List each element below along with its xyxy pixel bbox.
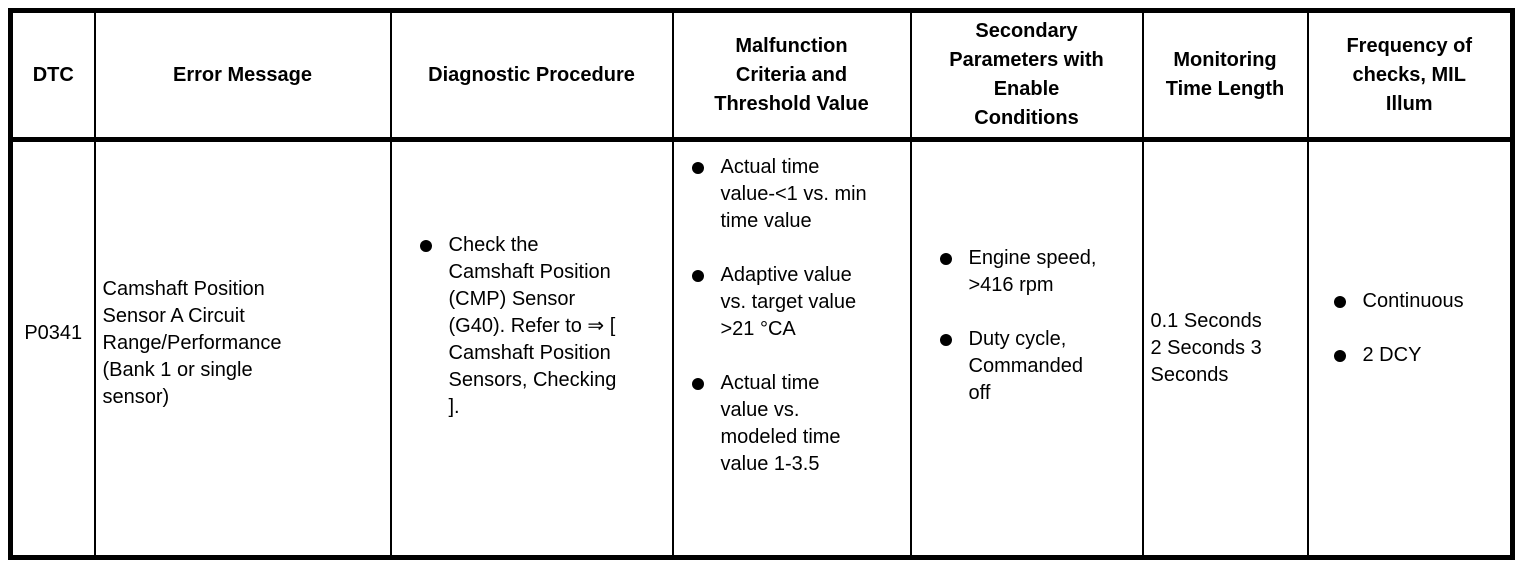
cell-malfunction-criteria: Actual time value-<1 vs. min time value A…: [671, 138, 912, 559]
list-item: Check the Camshaft Position (CMP) Sensor…: [419, 232, 672, 421]
col-header-malfunction-criteria: Malfunction Criteria and Threshold Value: [671, 9, 912, 142]
cell-monitoring-time: 0.1 Seconds 2 Seconds 3 Seconds: [1141, 138, 1309, 559]
col-header-malfunction-criteria-label: Malfunction Criteria and Threshold Value: [714, 34, 869, 115]
cell-error-message: Camshaft Position Sensor A Circuit Range…: [93, 138, 392, 559]
col-header-monitoring-time: Monitoring Time Length: [1141, 9, 1309, 142]
bullet-icon: [691, 378, 704, 390]
frequency-list: Continuous 2 DCY: [1309, 288, 1511, 369]
cell-dtc: P0341: [9, 138, 96, 559]
bullet-icon: [939, 253, 952, 265]
bullet-icon: [1333, 296, 1346, 308]
col-header-error-message-label: Error Message: [173, 63, 312, 86]
dtc-diagnostic-table: DTC Error Message Diagnostic Procedure M…: [8, 8, 1515, 560]
bullet-icon: [419, 239, 432, 252]
col-header-error-message: Error Message: [93, 9, 392, 142]
list-item: Duty cycle, Commanded off: [939, 326, 1142, 407]
bullet-icon: [691, 270, 704, 282]
cell-secondary-parameters: Engine speed, >416 rpm Duty cycle, Comman…: [909, 138, 1144, 559]
error-message-text: Camshaft Position Sensor A Circuit Range…: [102, 278, 282, 408]
col-header-diagnostic-procedure-label: Diagnostic Procedure: [428, 63, 635, 86]
bullet-icon: [939, 334, 952, 346]
col-header-diagnostic-procedure: Diagnostic Procedure: [389, 9, 674, 142]
col-header-secondary-parameters: Secondary Parameters with Enable Conditi…: [909, 9, 1144, 142]
header-row: DTC Error Message Diagnostic Procedure M…: [9, 9, 1514, 142]
malfunction-criteria-list: Actual time value-<1 vs. min time value A…: [674, 154, 910, 478]
col-header-monitoring-time-label: Monitoring Time Length: [1165, 49, 1285, 100]
bullet-icon: [691, 162, 704, 174]
monitoring-time-text: 0.1 Seconds 2 Seconds 3 Seconds: [1150, 310, 1262, 386]
list-item: Actual time value vs. modeled time value…: [691, 370, 910, 478]
dtc-code: P0341: [24, 322, 83, 344]
col-header-dtc: DTC: [9, 9, 96, 142]
list-item-text: Actual time value-<1 vs. min time value: [720, 156, 867, 232]
data-row: P0341 Camshaft Position Sensor A Circuit…: [9, 138, 1514, 559]
list-item-text: Continuous: [1362, 290, 1464, 312]
diagnostic-procedure-list: Check the Camshaft Position (CMP) Sensor…: [392, 232, 672, 421]
col-header-frequency: Frequency of checks, MIL Illum: [1306, 9, 1514, 142]
list-item-text: Adaptive value vs. target value >21 °CA: [720, 264, 857, 340]
col-header-dtc-label: DTC: [32, 63, 74, 86]
list-item-text: Duty cycle, Commanded off: [968, 328, 1084, 404]
list-item-text: Engine speed, >416 rpm: [968, 247, 1097, 296]
col-header-secondary-parameters-label: Secondary Parameters with Enable Conditi…: [949, 20, 1104, 129]
list-item-text: Check the Camshaft Position (CMP) Sensor…: [448, 233, 617, 418]
list-item: Adaptive value vs. target value >21 °CA: [691, 262, 910, 343]
list-item: Actual time value-<1 vs. min time value: [691, 154, 910, 235]
list-item-text: 2 DCY: [1362, 344, 1422, 366]
list-item: 2 DCY: [1333, 342, 1511, 369]
list-item: Continuous: [1333, 288, 1511, 315]
col-header-frequency-label: Frequency of checks, MIL Illum: [1346, 34, 1473, 115]
cell-frequency: Continuous 2 DCY: [1306, 138, 1514, 559]
list-item: Engine speed, >416 rpm: [939, 245, 1142, 299]
cell-diagnostic-procedure: Check the Camshaft Position (CMP) Sensor…: [389, 138, 674, 559]
secondary-parameters-list: Engine speed, >416 rpm Duty cycle, Comman…: [912, 245, 1142, 407]
bullet-icon: [1333, 350, 1346, 362]
list-item-text: Actual time value vs. modeled time value…: [720, 372, 841, 475]
